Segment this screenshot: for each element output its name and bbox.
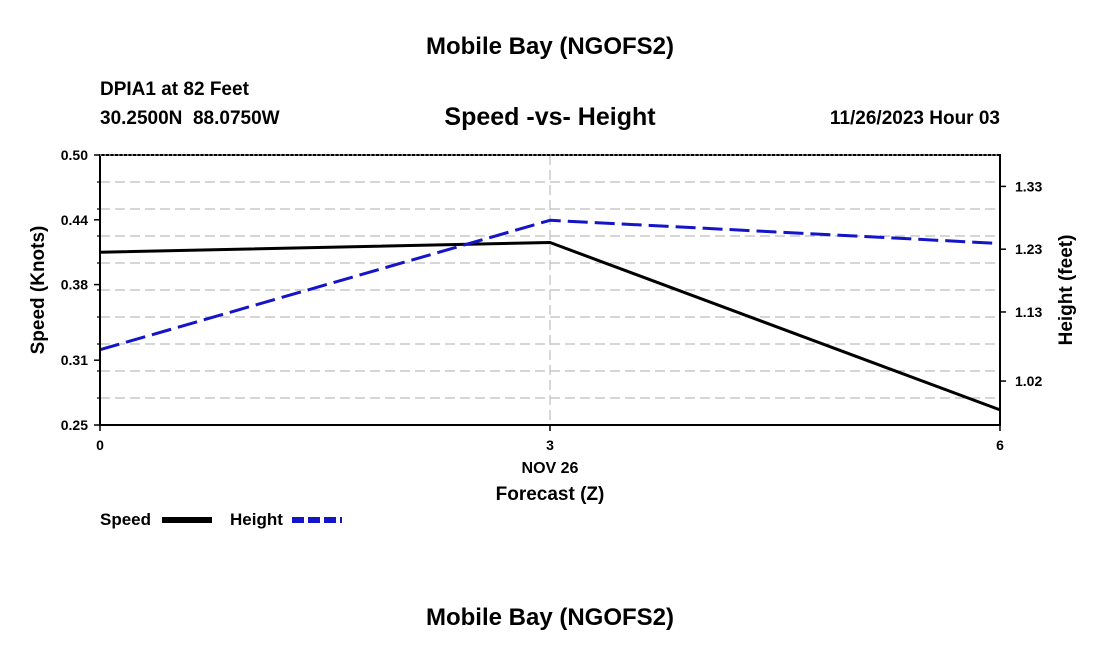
y-right-tick-label-3: 1.33 xyxy=(1015,178,1042,194)
datetime-label: 11/26/2023 Hour 03 xyxy=(830,108,1000,129)
y-left-tick-label-0: 0.25 xyxy=(61,417,88,433)
grid-layer xyxy=(100,155,1000,425)
x-axis-label: Forecast (Z) xyxy=(496,484,605,505)
y-left-tick-label-3: 0.44 xyxy=(61,212,88,228)
y-right-tick-label-2: 1.23 xyxy=(1015,241,1042,257)
x-tick-label-2: 6 xyxy=(996,437,1004,453)
coordinates-label: 30.2500N 88.0750W xyxy=(100,108,280,129)
legend-label-height: Height xyxy=(230,510,283,529)
series-layer xyxy=(99,218,1001,412)
series-line-height xyxy=(99,218,1001,352)
y-left-tick-label-2: 0.38 xyxy=(61,277,88,293)
y-right-tick-label-0: 1.02 xyxy=(1015,373,1042,389)
footer-title: Mobile Bay (NGOFS2) xyxy=(426,604,674,631)
legend-label-speed: Speed xyxy=(100,510,151,529)
x-date-label: NOV 26 xyxy=(522,460,579,477)
tick-layer: 0.25 0.31 0.38 0.44 0.50 1.02 1.13 1.23 1.33 0 3 6 xyxy=(61,147,1043,453)
legend: Speed Height xyxy=(100,510,342,529)
station-label: DPIA1 at 82 Feet xyxy=(100,79,250,100)
x-tick-label-0: 0 xyxy=(96,437,104,453)
series-line-speed xyxy=(99,241,1001,412)
y-right-tick-label-1: 1.13 xyxy=(1015,304,1042,320)
x-tick-label-1: 3 xyxy=(546,437,554,453)
y-axis-right-label: Height (feet) xyxy=(1056,235,1077,346)
y-left-tick-label-4: 0.50 xyxy=(61,147,88,163)
chart-subtitle: Speed -vs- Height xyxy=(444,103,656,131)
y-axis-left-label: Speed (Knots) xyxy=(28,226,49,355)
chart-title: Mobile Bay (NGOFS2) xyxy=(426,33,674,60)
y-left-tick-label-1: 0.31 xyxy=(61,352,88,368)
